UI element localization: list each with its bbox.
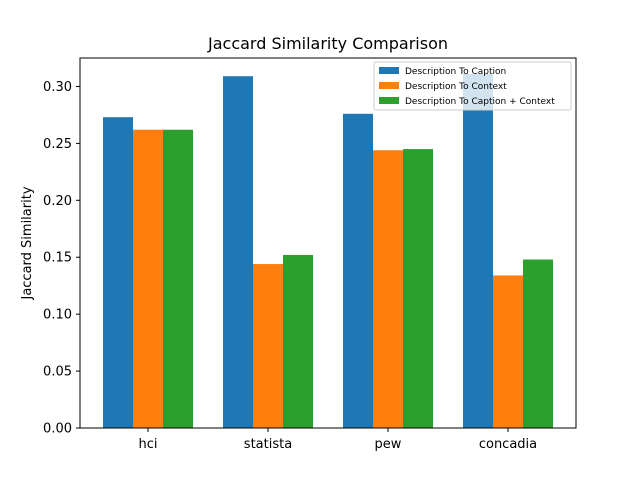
y-tick-label: 0.25: [43, 137, 72, 152]
legend-label-1: Description To Caption: [405, 67, 506, 77]
bar-statista-series-3: [283, 254, 313, 428]
bars-group: [103, 73, 553, 429]
bar-statista-series-2: [253, 264, 283, 428]
bar-hci-series-1: [103, 117, 133, 428]
legend-swatch-1: [379, 67, 399, 74]
legend-box: [373, 61, 572, 111]
legend-label-2: Description To Context: [405, 82, 507, 92]
y-tick-label: 0.30: [43, 80, 72, 95]
x-tick-label-statista: statista: [244, 437, 292, 452]
bar-concadia-series-3: [523, 259, 553, 428]
y-axis-label: Jaccard Similarity: [20, 186, 35, 300]
bar-concadia-series-2: [493, 275, 523, 428]
bar-pew-series-2: [373, 150, 403, 428]
y-tick-label: 0.15: [43, 251, 72, 266]
bar-pew-series-1: [343, 113, 373, 429]
y-axis: 0.00 0.05 0.10 0.15 0.20 0.25 0.30: [43, 80, 80, 437]
chart-title: Jaccard Similarity Comparison: [207, 34, 448, 53]
x-tick-label-concadia: concadia: [479, 437, 537, 452]
y-tick-label: 0.10: [43, 308, 72, 323]
y-tick-label: 0.05: [43, 365, 72, 380]
legend-swatch-2: [379, 82, 399, 89]
legend: Description To Caption Description To Con…: [373, 61, 572, 111]
bar-hci-series-2: [133, 129, 163, 428]
x-axis: hci statista pew concadia: [139, 428, 537, 452]
bar-hci-series-3: [163, 129, 193, 428]
y-tick-label: 0.20: [43, 194, 72, 209]
bar-pew-series-3: [403, 149, 433, 429]
bar-concadia-series-1: [463, 73, 493, 428]
bar-statista-series-1: [223, 76, 253, 428]
legend-swatch-3: [379, 97, 399, 104]
x-tick-label-hci: hci: [139, 437, 158, 452]
plot-frame: [79, 57, 577, 429]
x-tick-label-pew: pew: [375, 437, 402, 452]
legend-label-3: Description To Caption + Context: [405, 97, 555, 107]
y-tick-label: 0.00: [43, 422, 72, 437]
